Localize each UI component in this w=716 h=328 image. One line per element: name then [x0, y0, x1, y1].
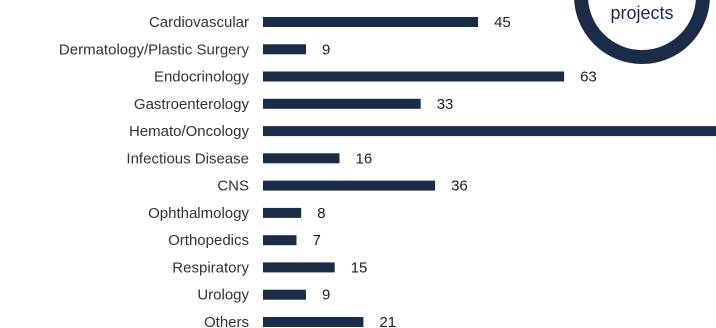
bar-dermatology-plastic-surgery	[263, 44, 306, 55]
bar-others	[263, 317, 364, 327]
value-label-orthopedics: 7	[313, 232, 321, 249]
bar-gastroenterology	[263, 98, 421, 109]
bar-ophthalmology	[263, 207, 302, 218]
bar-endocrinology	[263, 71, 565, 82]
value-label-cns: 36	[451, 178, 468, 195]
category-label-others: Others	[204, 314, 249, 328]
value-labels-group: 45963339516368715921	[313, 14, 597, 328]
value-label-dermatology-plastic-surgery: 9	[322, 41, 330, 58]
category-label-cardiovascular: Cardiovascular	[149, 14, 249, 31]
category-label-infectious-disease: Infectious Disease	[126, 150, 249, 167]
category-label-hemato-oncology: Hemato/Oncology	[129, 123, 250, 140]
value-label-endocrinology: 63	[580, 69, 597, 86]
category-label-dermatology-plastic-surgery: Dermatology/Plastic Surgery	[59, 41, 250, 58]
bar-cardiovascular	[263, 17, 479, 27]
value-label-others: 21	[379, 314, 396, 328]
bar-hemato-oncology	[263, 126, 716, 137]
value-label-cardiovascular: 45	[494, 14, 511, 31]
bar-cns	[263, 180, 436, 191]
bars-group	[263, 17, 716, 327]
bar-urology	[263, 289, 306, 300]
value-label-ophthalmology: 8	[317, 205, 325, 222]
projects-badge: projects	[574, 0, 710, 64]
bar-respiratory	[263, 262, 335, 273]
category-label-respiratory: Respiratory	[172, 259, 249, 276]
category-label-urology: Urology	[197, 287, 249, 304]
value-label-urology: 9	[322, 287, 330, 304]
category-label-orthopedics: Orthopedics	[168, 232, 249, 249]
value-label-infectious-disease: 16	[356, 150, 373, 167]
category-label-cns: CNS	[217, 178, 249, 195]
category-labels-group: Cardiovascular Dermatology/Plastic Surger…	[59, 14, 250, 328]
category-label-endocrinology: Endocrinology	[154, 69, 250, 86]
value-label-respiratory: 15	[351, 259, 368, 276]
badge-ring	[574, 0, 710, 64]
value-label-gastroenterology: 33	[437, 96, 454, 113]
bar-infectious-disease	[263, 153, 340, 164]
badge-text: projects	[610, 3, 673, 23]
category-label-ophthalmology: Ophthalmology	[148, 205, 249, 222]
bar-orthopedics	[263, 235, 297, 246]
category-label-gastroenterology: Gastroenterology	[134, 96, 250, 113]
